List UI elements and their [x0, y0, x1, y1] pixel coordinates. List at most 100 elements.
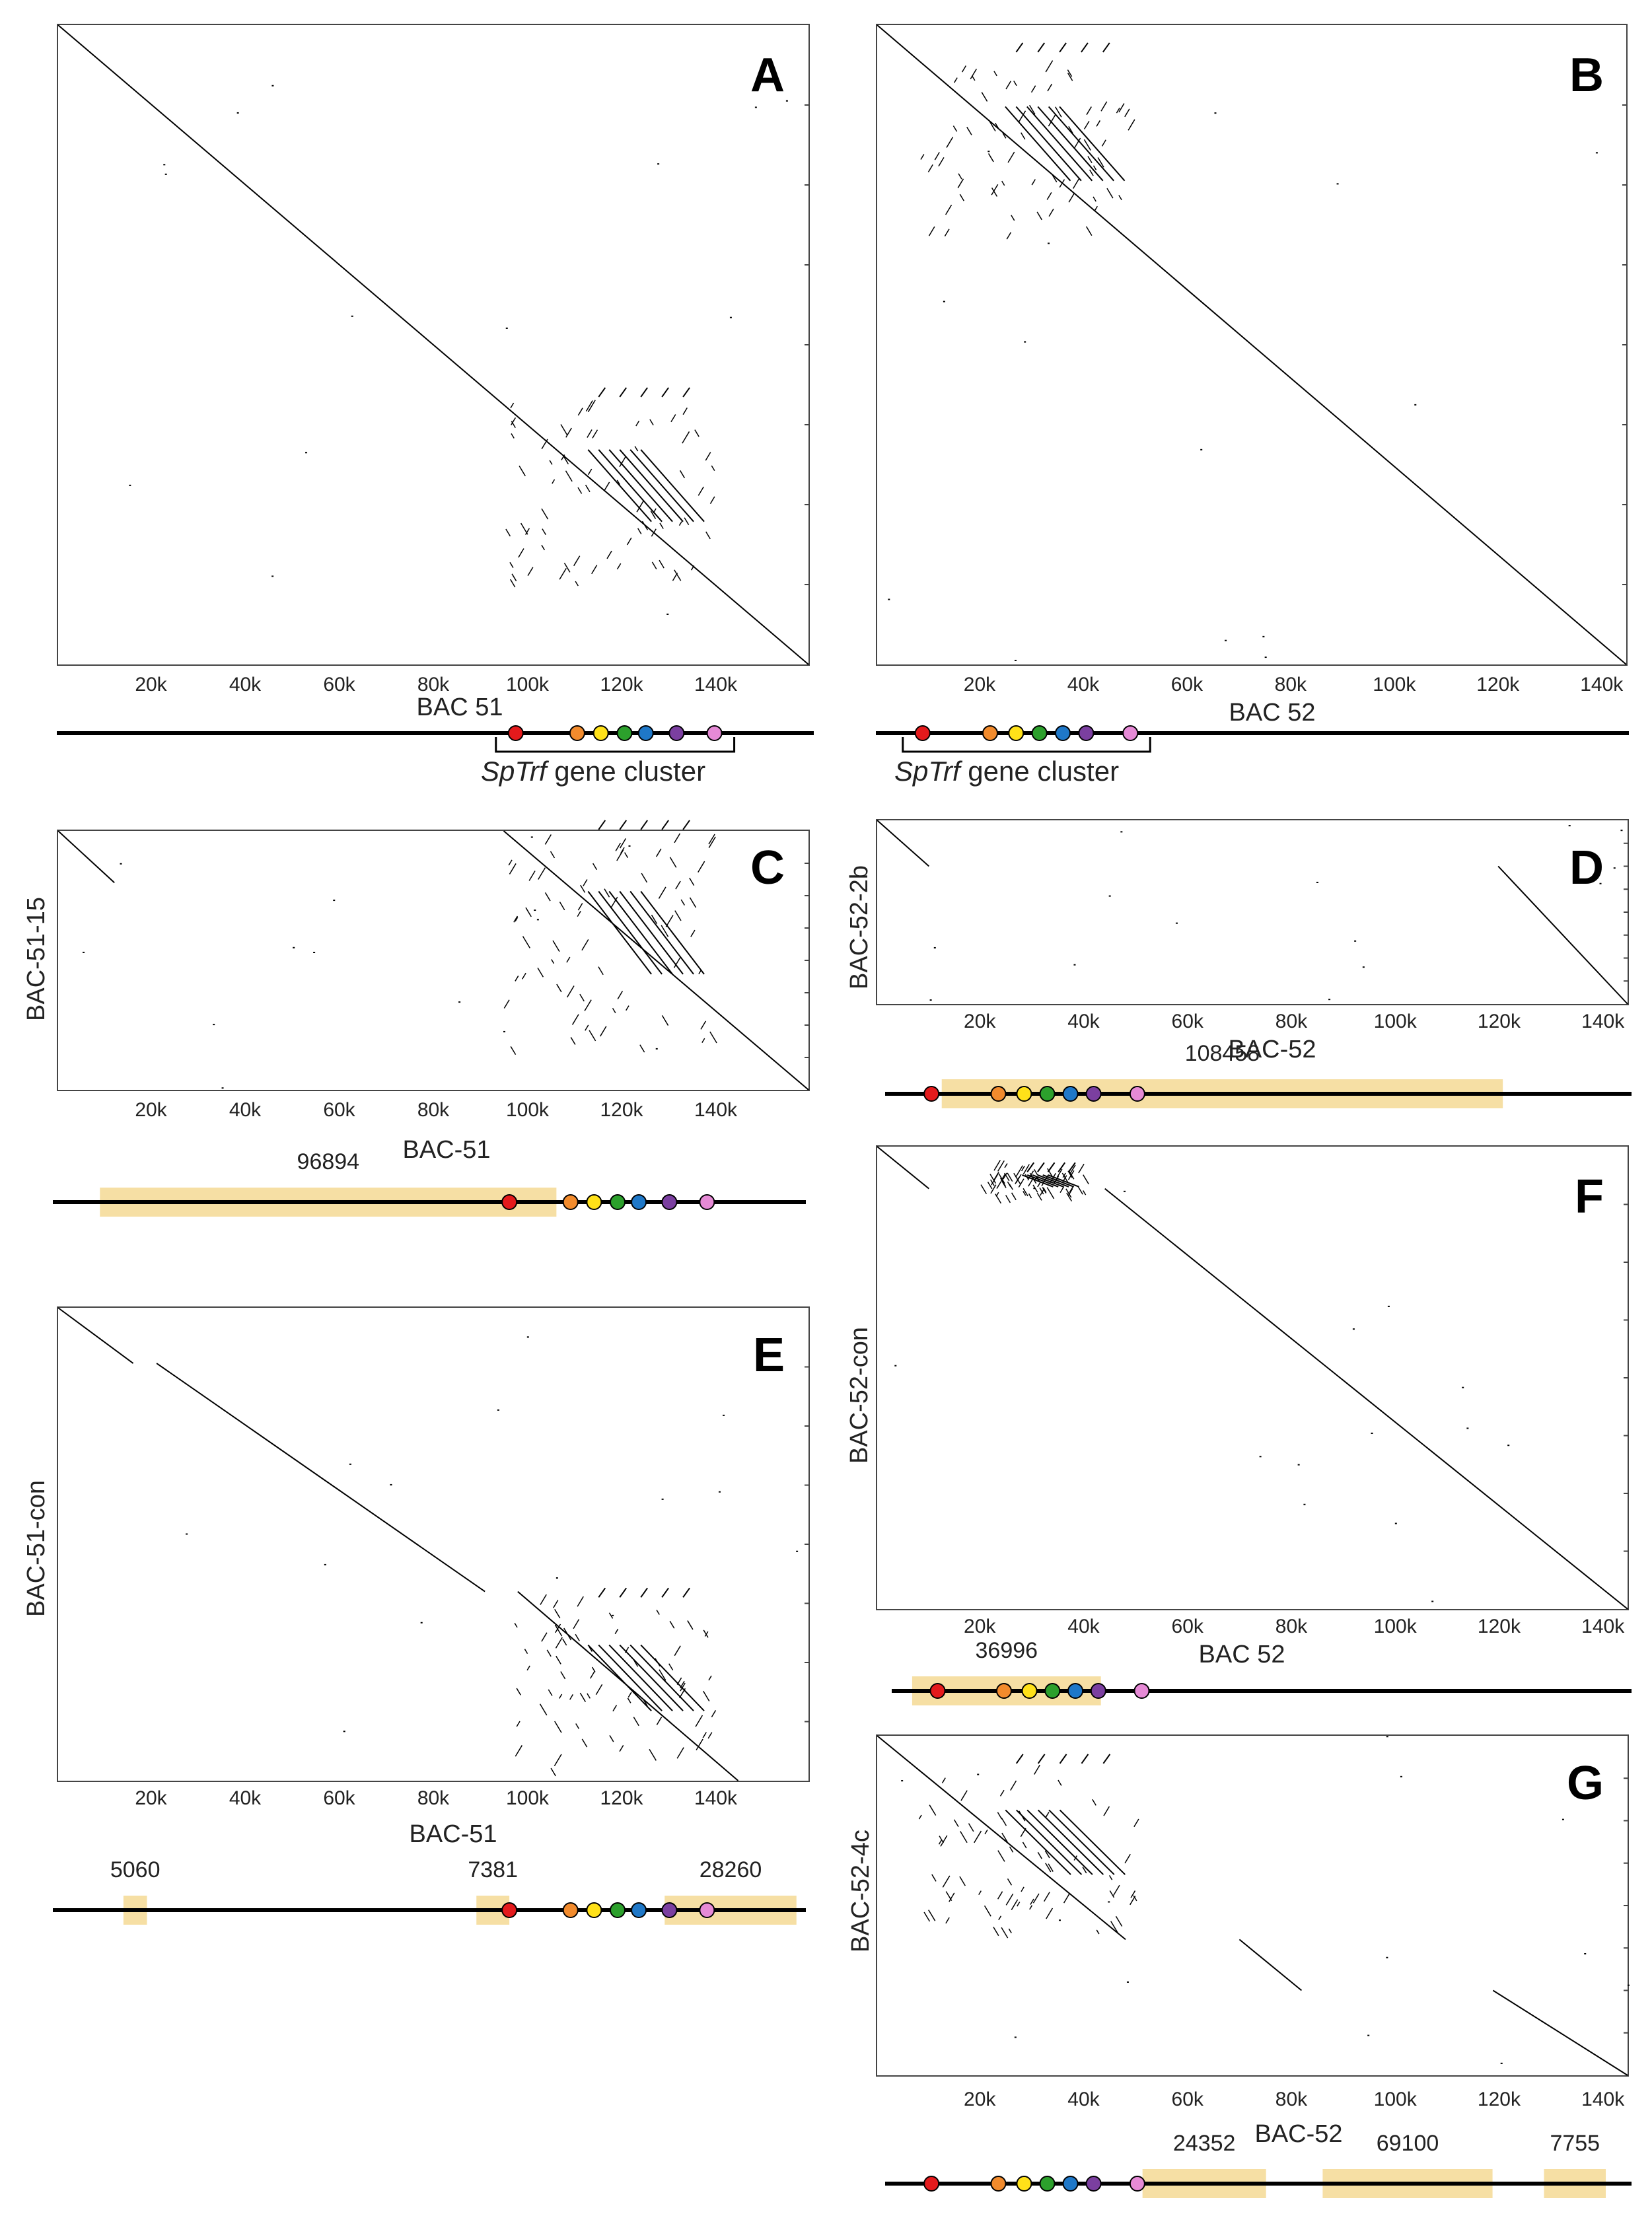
repeat-hit — [640, 820, 648, 830]
sptrf-gene-marker — [982, 725, 998, 741]
repeat-hit — [674, 1645, 681, 1657]
cluster-label-a-rest: gene cluster — [546, 756, 706, 787]
repeat-hit — [1085, 226, 1093, 236]
repeat-hit — [609, 1735, 614, 1742]
repeat-hit — [1001, 1817, 1007, 1826]
isolated-hit — [1264, 657, 1267, 659]
repeat-hit — [1013, 81, 1017, 87]
repeat-hit — [1046, 192, 1052, 200]
repeat-diagonal — [640, 449, 705, 522]
repeat-hit — [649, 419, 654, 426]
repeat-hit — [563, 456, 569, 464]
repeat-hit — [659, 522, 664, 529]
repeat-hit — [1067, 1170, 1075, 1180]
gene-track-c: 96894 — [53, 1149, 806, 1217]
isolated-hit — [213, 1024, 215, 1026]
repeat-hit — [1062, 1175, 1067, 1182]
repeat-hit — [511, 417, 517, 425]
panel-letter-g: G — [1566, 1757, 1604, 1810]
repeat-hit — [980, 1184, 988, 1194]
x-tick-label: 140k — [1580, 674, 1624, 696]
sptrf-gene-marker — [668, 725, 685, 741]
repeat-hit — [1063, 1892, 1071, 1904]
repeat-hit — [555, 1624, 561, 1633]
repeat-hit — [953, 77, 958, 83]
repeat-hit — [938, 157, 945, 166]
isolated-hit — [271, 575, 274, 577]
repeat-hit — [1007, 1181, 1011, 1188]
repeat-hit — [1095, 205, 1098, 211]
isolated-hit — [313, 952, 316, 954]
repeat-hit — [560, 1671, 566, 1680]
sptrf-gene-marker — [562, 1902, 579, 1918]
repeat-hit — [1081, 42, 1089, 53]
repeat-diagonal — [619, 890, 684, 975]
repeat-hit — [577, 487, 583, 494]
repeat-hit — [1030, 85, 1036, 93]
repeat-hit — [1008, 1928, 1012, 1933]
x-tick-label: 80k — [417, 1099, 450, 1121]
alignment-diagonal — [1104, 1188, 1628, 1610]
isolated-hit — [324, 1563, 326, 1565]
repeat-hit — [993, 71, 997, 77]
repeat-hit — [1078, 1163, 1085, 1174]
isolated-hit — [1462, 1386, 1464, 1388]
isolated-hit — [1048, 242, 1050, 244]
isolated-hit — [1394, 1522, 1397, 1524]
isolated-hit — [754, 106, 757, 108]
repeat-hit — [1065, 1188, 1072, 1198]
sptrf-gene-marker — [706, 725, 723, 741]
x-axis-label-b: BAC 52 — [1229, 699, 1316, 727]
repeat-hit — [1086, 106, 1092, 116]
dotplot-panel-f: F — [876, 1145, 1629, 1610]
repeat-hit — [651, 528, 657, 537]
isolated-hit — [505, 327, 508, 329]
repeat-hit — [981, 92, 988, 102]
alignment-diagonal — [57, 1307, 134, 1364]
isolated-hit — [655, 1048, 658, 1050]
repeat-hit — [640, 1587, 648, 1598]
repeat-hit — [567, 985, 575, 998]
x-tick-label: 100k — [505, 674, 550, 696]
sptrf-gene-marker — [1067, 1683, 1084, 1699]
repeat-hit — [634, 446, 639, 452]
isolated-hit — [888, 598, 890, 600]
repeat-hit — [1059, 1186, 1065, 1194]
isolated-hit — [929, 999, 932, 1001]
isolated-hit — [293, 946, 295, 948]
x-tick-label: 140k — [1581, 1616, 1625, 1637]
isolated-hit — [351, 315, 353, 317]
repeat-hit — [682, 431, 690, 444]
repeat-hit — [540, 1594, 547, 1605]
repeat-hit — [600, 1026, 607, 1037]
isolated-hit — [1200, 448, 1203, 450]
x-tick-label: 100k — [1373, 1011, 1417, 1032]
x-tick-label: 40k — [1067, 1011, 1100, 1032]
repeat-hit — [649, 1748, 657, 1761]
repeat-hit — [570, 1037, 576, 1045]
repeat-hit — [546, 1649, 552, 1657]
repeat-hit — [1133, 1818, 1139, 1828]
repeat-hit — [672, 573, 678, 581]
alignment-diagonal — [877, 820, 930, 867]
dotplot-panel-a: A — [57, 24, 810, 666]
isolated-hit — [343, 1731, 345, 1732]
cluster-label-b: SpTrf gene cluster — [894, 756, 1119, 787]
repeat-hit — [619, 1744, 624, 1752]
repeat-diagonal — [1048, 1809, 1115, 1875]
repeat-hit — [577, 903, 583, 911]
repeat-hit — [1067, 69, 1073, 77]
repeat-hit — [511, 433, 515, 439]
repeat-hit — [617, 991, 624, 1000]
repeat-hit — [999, 1177, 1006, 1187]
repeat-hit — [961, 65, 966, 73]
sptrf-gene-marker — [923, 2176, 940, 2192]
x-tick-label: 100k — [1373, 2089, 1417, 2110]
repeat-hit — [1033, 1168, 1038, 1176]
repeat-hit — [997, 1160, 1005, 1172]
repeat-hit — [591, 565, 598, 575]
x-tick-label: 60k — [323, 1787, 355, 1809]
repeat-hit — [587, 468, 593, 476]
repeat-hit — [510, 402, 515, 409]
repeat-hit — [514, 1622, 518, 1628]
